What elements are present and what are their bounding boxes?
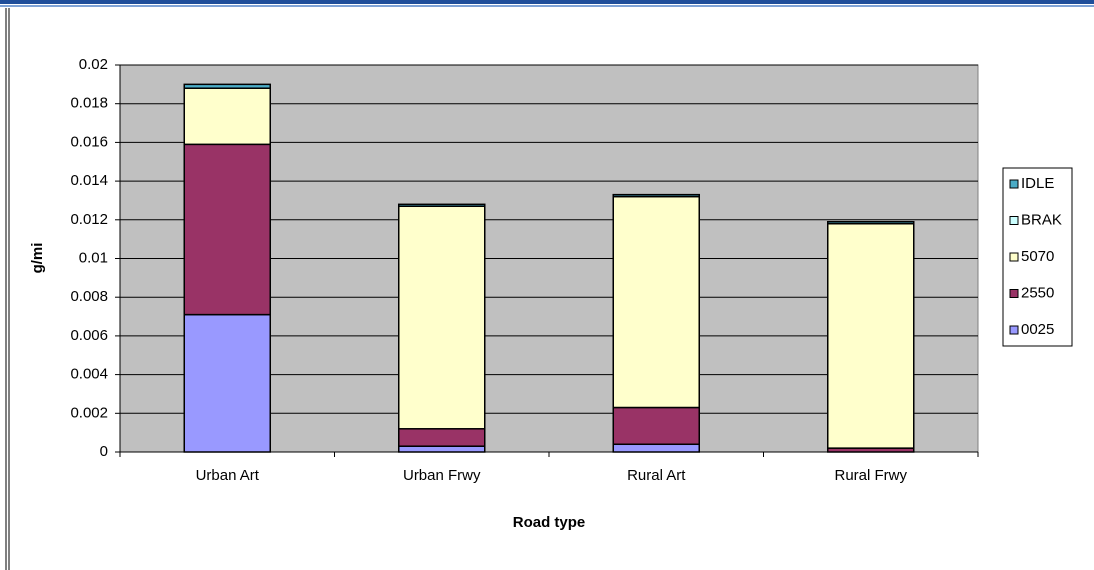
y-tick-label: 0.008 [70,288,108,305]
legend-label: 5070 [1021,248,1054,265]
bar-segment [183,143,271,316]
bar-segment [398,203,486,208]
legend-swatch [1009,325,1019,335]
y-tick-label: 0.006 [70,327,108,344]
y-tick-label: 0.018 [70,95,108,112]
bar-segment [612,443,700,453]
x-axis-label: Road type [513,514,586,531]
y-tick-label: 0.002 [70,404,108,421]
top-border [0,0,1094,4]
legend-label: 0025 [1021,321,1054,338]
x-tick-label: Urban Frwy [403,467,481,484]
legend-swatch [1009,252,1019,262]
bar-segment [398,205,486,430]
y-tick-label: 0.01 [79,249,108,266]
y-tick-label: 0 [100,443,108,460]
x-tick-label: Rural Frwy [834,467,907,484]
y-tick-label: 0.016 [70,133,108,150]
legend-label: 2550 [1021,284,1054,301]
bar-segment [612,193,700,198]
y-axis-label: g/mi [29,243,46,274]
y-tick-label: 0.014 [70,172,108,189]
bar-segment [183,83,271,89]
y-tick-label: 0.02 [79,56,108,73]
bar-segment [398,445,486,453]
legend-swatch [1009,216,1019,225]
y-tick-label: 0.004 [70,366,108,383]
bar-segment [183,87,271,146]
legend-swatch [1009,289,1019,298]
legend-label: BRAK [1021,211,1062,228]
legend-label: IDLE [1021,175,1054,192]
bar-segment [827,220,915,225]
bar-segment [612,195,700,409]
bar-segment [183,313,271,453]
bar-segment [827,222,915,449]
y-tick-label: 0.012 [70,211,108,228]
bar-segment [398,428,486,447]
x-tick-label: Rural Art [627,467,686,484]
bar-segment [612,406,700,446]
legend-swatch [1009,179,1019,189]
x-tick-label: Urban Art [196,467,260,484]
